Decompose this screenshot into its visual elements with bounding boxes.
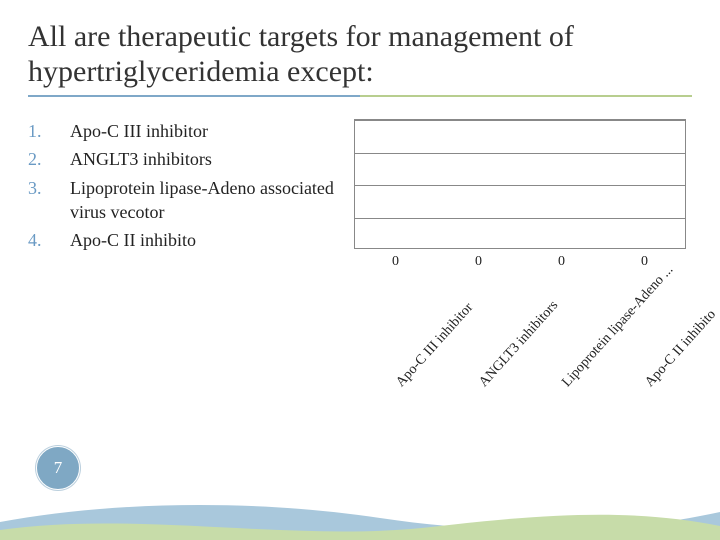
poll-chart: 0 0 0 0 Apo-C III inhibitor ANGLT3 inhib…: [354, 119, 692, 389]
list-number: 3.: [28, 176, 70, 225]
chart-value: 0: [641, 254, 648, 270]
chart-category-label: ANGLT3 inhibitors: [479, 377, 605, 491]
list-text: ANGLT3 inhibitors: [70, 147, 336, 171]
list-item: 4. Apo-C II inhibito: [28, 228, 336, 252]
chart-value: 0: [392, 254, 399, 270]
decorative-wave: [0, 492, 720, 540]
chart-value: 0: [475, 254, 482, 270]
chart-labels-row: Apo-C III inhibitor ANGLT3 inhibitors Li…: [354, 279, 686, 449]
list-item: 2. ANGLT3 inhibitors: [28, 147, 336, 171]
list-item: 3. Lipoprotein lipase-Adeno associated v…: [28, 176, 336, 225]
content-row: 1. Apo-C III inhibitor 2. ANGLT3 inhibit…: [28, 119, 692, 389]
chart-category-label: Lipoprotein lipase-Adeno ...: [562, 377, 688, 491]
chart-gridline: [355, 185, 685, 186]
chart-values-row: 0 0 0 0: [354, 254, 686, 270]
list-text: Apo-C III inhibitor: [70, 119, 336, 143]
chart-category-label: Apo-C II inhibito: [645, 377, 720, 491]
title-underline: [28, 95, 692, 97]
slide-title: All are therapeutic targets for manageme…: [28, 20, 692, 89]
chart-plot-area: [354, 119, 686, 249]
slide: All are therapeutic targets for manageme…: [0, 0, 720, 540]
answer-list: 1. Apo-C III inhibitor 2. ANGLT3 inhibit…: [28, 119, 336, 389]
list-number: 2.: [28, 147, 70, 171]
page-number-badge: 7: [36, 446, 80, 490]
list-text: Apo-C II inhibito: [70, 228, 336, 252]
list-item: 1. Apo-C III inhibitor: [28, 119, 336, 143]
list-text: Lipoprotein lipase-Adeno associated viru…: [70, 176, 336, 225]
list-number: 4.: [28, 228, 70, 252]
chart-value: 0: [558, 254, 565, 270]
page-number: 7: [54, 458, 63, 478]
chart-gridline: [355, 120, 685, 121]
chart-gridline: [355, 218, 685, 219]
chart-gridline: [355, 153, 685, 154]
list-number: 1.: [28, 119, 70, 143]
chart-category-label: Apo-C III inhibitor: [396, 377, 522, 491]
